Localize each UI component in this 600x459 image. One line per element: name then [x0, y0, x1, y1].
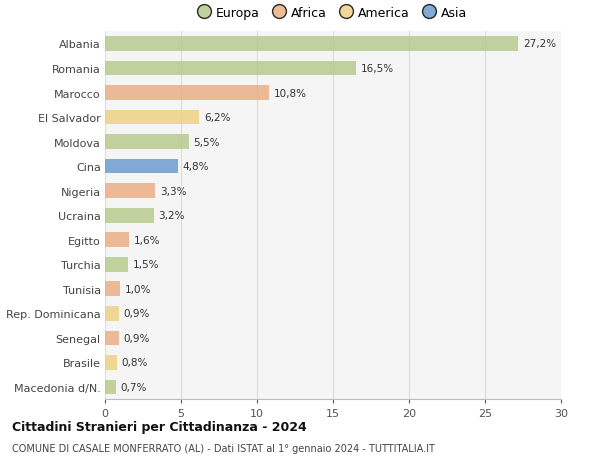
Text: 3,3%: 3,3%	[160, 186, 186, 196]
Text: 27,2%: 27,2%	[523, 39, 556, 50]
Bar	[105, 282, 120, 297]
Bar	[105, 306, 119, 321]
Bar	[105, 86, 269, 101]
Text: 1,6%: 1,6%	[134, 235, 160, 245]
Bar	[105, 208, 154, 223]
Bar	[105, 37, 518, 52]
Text: 0,8%: 0,8%	[122, 358, 148, 368]
Text: 6,2%: 6,2%	[204, 113, 230, 123]
Legend: Europa, Africa, America, Asia: Europa, Africa, America, Asia	[197, 4, 469, 22]
Bar	[105, 111, 199, 125]
Text: 10,8%: 10,8%	[274, 88, 307, 98]
Text: COMUNE DI CASALE MONFERRATO (AL) - Dati ISTAT al 1° gennaio 2024 - TUTTITALIA.IT: COMUNE DI CASALE MONFERRATO (AL) - Dati …	[12, 443, 435, 453]
Text: Cittadini Stranieri per Cittadinanza - 2024: Cittadini Stranieri per Cittadinanza - 2…	[12, 420, 307, 433]
Text: 1,5%: 1,5%	[133, 260, 159, 270]
Bar	[105, 331, 119, 346]
Bar	[105, 184, 155, 199]
Text: 1,0%: 1,0%	[125, 284, 151, 294]
Bar	[105, 257, 128, 272]
Bar	[105, 233, 130, 247]
Text: 4,8%: 4,8%	[182, 162, 209, 172]
Text: 16,5%: 16,5%	[361, 64, 394, 74]
Text: 5,5%: 5,5%	[193, 137, 220, 147]
Text: 0,9%: 0,9%	[123, 308, 149, 319]
Bar	[105, 159, 178, 174]
Bar	[105, 355, 117, 370]
Text: 0,7%: 0,7%	[120, 382, 146, 392]
Bar	[105, 62, 356, 76]
Text: 3,2%: 3,2%	[158, 211, 185, 221]
Bar	[105, 135, 188, 150]
Text: 0,9%: 0,9%	[123, 333, 149, 343]
Bar	[105, 380, 116, 394]
